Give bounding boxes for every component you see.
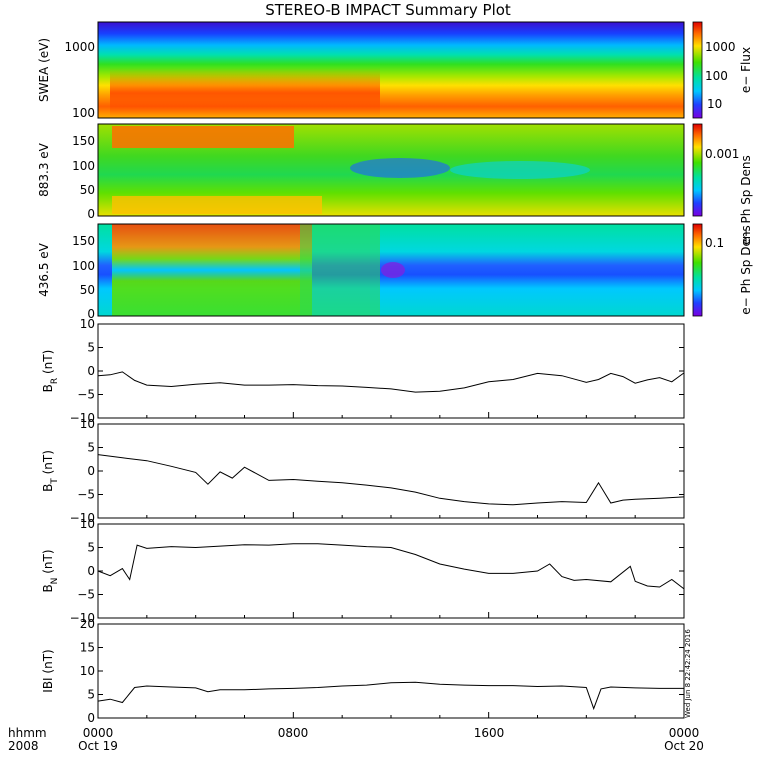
br-ylabel: BR (nT) bbox=[41, 350, 60, 393]
x-row-label-year: 2008 bbox=[8, 739, 39, 753]
bmag-ytick-label: 5 bbox=[87, 688, 95, 702]
bt-ytick-label: 5 bbox=[87, 441, 95, 455]
swea-cbar-label: e− Flux bbox=[739, 47, 753, 93]
swea-cbar-tick-1000: 1000 bbox=[705, 40, 736, 54]
bt-ytick-label: 0 bbox=[87, 464, 95, 478]
x-axis: hhmm 2008 0000 Oct 19 0800 1600 0000 Oct… bbox=[8, 726, 704, 753]
p436-left-region bbox=[112, 224, 312, 316]
bn-ytick-label: 5 bbox=[87, 541, 95, 555]
bmag-ytick-label: 10 bbox=[80, 664, 95, 678]
chart-title: STEREO-B IMPACT Summary Plot bbox=[265, 1, 511, 19]
p883-cbar-label: e− Ph Sp Dens bbox=[739, 155, 753, 244]
bmag-ytick-label: 15 bbox=[80, 641, 95, 655]
x-tick-date-3: Oct 20 bbox=[664, 739, 704, 753]
x-tick-time-3: 0000 bbox=[669, 726, 700, 740]
x-tick-time-0: 0000 bbox=[83, 726, 114, 740]
bt-series-line bbox=[97, 454, 685, 506]
swea-ytick-1000: 1000 bbox=[64, 40, 95, 54]
p436-cbar-label: e− Ph Sp Dens bbox=[739, 225, 753, 314]
p436-cbar-tick: 0.1 bbox=[705, 236, 724, 250]
x-tick-date-0: Oct 19 bbox=[78, 739, 118, 753]
panel-883: 883.3 eV 150 100 50 0 0.001 e− Ph Sp Den… bbox=[37, 123, 753, 245]
p436-frame bbox=[97, 223, 685, 317]
bn-ytick-label: −10 bbox=[70, 611, 95, 625]
swea-cbar-tick-10: 10 bbox=[707, 97, 722, 111]
p436-ytick-0: 0 bbox=[87, 307, 95, 321]
p436-colorbar bbox=[692, 223, 703, 317]
p883-ytick-0: 0 bbox=[87, 207, 95, 221]
p436-ytick-150: 150 bbox=[72, 234, 95, 248]
line-panels: 10 5 0 −5 −10 BR (nT) 10 5 0 −5 −10 BT (nT) 10 5 0 −5 −1… bbox=[41, 317, 685, 725]
p883-blue-patch bbox=[350, 158, 450, 178]
p883-cyan-patch bbox=[450, 161, 590, 179]
bmag-series-line bbox=[97, 681, 684, 711]
p883-ytick-50: 50 bbox=[80, 183, 95, 197]
p436-ytick-50: 50 bbox=[80, 283, 95, 297]
panel-bmag: 20 15 10 5 0 IBI (nT) bbox=[41, 617, 685, 725]
p436-ytick-100: 100 bbox=[72, 259, 95, 273]
p436-green-transition bbox=[300, 224, 380, 316]
swea-ylabel: SWEA (eV) bbox=[37, 38, 51, 102]
panel-br: 10 5 0 −5 −10 BR (nT) bbox=[41, 317, 685, 425]
p883-high-left-block bbox=[112, 126, 294, 148]
br-ytick-label: 10 bbox=[80, 317, 95, 331]
panel-swea: SWEA (eV) 1000 100 1000 100 10 e− Flux bbox=[37, 21, 753, 120]
bmag-ytick-label: 0 bbox=[87, 711, 95, 725]
p883-ytick-150: 150 bbox=[72, 134, 95, 148]
bn-ytick-label: 0 bbox=[87, 564, 95, 578]
panel-436: 436.5 eV 150 100 50 0 0.1 e− Ph Sp Dens bbox=[37, 223, 753, 321]
br-ytick-label: −5 bbox=[77, 388, 95, 402]
bmag-frame bbox=[97, 623, 685, 719]
bn-ylabel: BN (nT) bbox=[41, 549, 60, 592]
swea-frame bbox=[97, 21, 685, 119]
p883-ytick-100: 100 bbox=[72, 159, 95, 173]
panel-bn: 10 5 0 −5 −10 BN (nT) bbox=[41, 517, 685, 625]
timestamp: Wed Jun 8 22:42:24 2016 bbox=[684, 629, 692, 718]
br-ytick-label: −10 bbox=[70, 411, 95, 425]
p883-ylabel: 883.3 eV bbox=[37, 142, 51, 197]
p436-ylabel: 436.5 eV bbox=[37, 242, 51, 297]
br-ytick-label: 5 bbox=[87, 341, 95, 355]
bmag-ytick-label: 20 bbox=[80, 617, 95, 631]
bn-series-line bbox=[97, 543, 685, 590]
bn-ytick-label: 10 bbox=[80, 517, 95, 531]
br-frame bbox=[97, 323, 685, 419]
swea-cbar-tick-100: 100 bbox=[705, 69, 728, 83]
br-series-line bbox=[97, 371, 685, 393]
swea-high-flux-band bbox=[110, 68, 380, 118]
bt-ylabel: BT (nT) bbox=[41, 450, 60, 492]
bn-frame bbox=[97, 523, 685, 619]
bt-ytick-label: 10 bbox=[80, 417, 95, 431]
x-row-label-hhmm: hhmm bbox=[8, 726, 47, 740]
swea-colorbar bbox=[692, 21, 703, 119]
bt-ytick-label: −5 bbox=[77, 488, 95, 502]
p883-colorbar bbox=[692, 123, 703, 217]
bt-ytick-label: −10 bbox=[70, 511, 95, 525]
bt-frame bbox=[97, 423, 685, 519]
panel-bt: 10 5 0 −5 −10 BT (nT) bbox=[41, 417, 685, 525]
p883-low-left-block bbox=[112, 196, 322, 214]
bmag-ylabel: IBI (nT) bbox=[41, 649, 55, 692]
x-tick-time-2: 1600 bbox=[474, 726, 505, 740]
x-tick-time-1: 0800 bbox=[278, 726, 309, 740]
br-ytick-label: 0 bbox=[87, 364, 95, 378]
p436-purple-core bbox=[381, 262, 405, 278]
p883-cbar-tick: 0.001 bbox=[705, 147, 739, 161]
swea-ytick-100: 100 bbox=[72, 106, 95, 120]
bn-ytick-label: −5 bbox=[77, 588, 95, 602]
p883-frame bbox=[97, 123, 685, 217]
